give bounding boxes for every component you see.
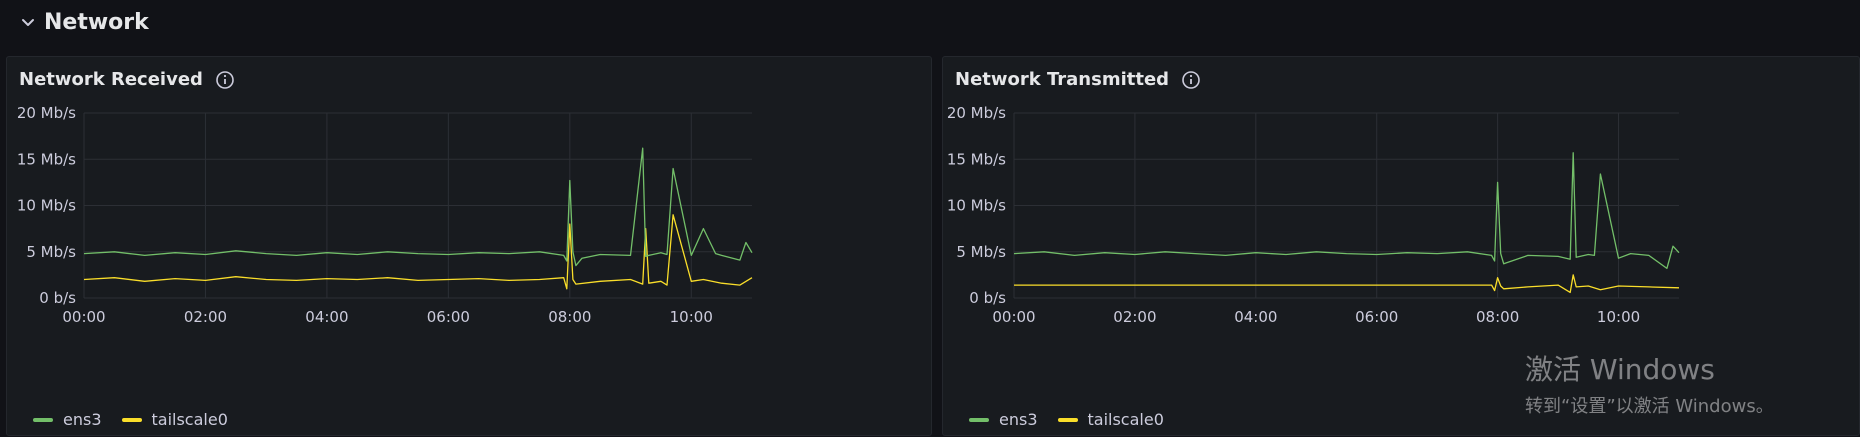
info-icon[interactable]: [215, 70, 235, 90]
legend-item-tailscale0[interactable]: tailscale0: [121, 410, 228, 429]
x-tick-label: 08:00: [1476, 308, 1519, 326]
legend-item-ens3[interactable]: ens3: [969, 410, 1038, 429]
x-tick-label: 04:00: [1234, 308, 1277, 326]
y-tick-label: 10 Mb/s: [17, 197, 76, 215]
watermark-line2: 转到“设置”以激活 Windows。: [1525, 396, 1774, 417]
x-tick-label: 00:00: [62, 308, 105, 326]
legend-swatch: [33, 417, 53, 422]
legend-item-ens3[interactable]: ens3: [33, 410, 102, 429]
x-tick-label: 04:00: [305, 308, 348, 326]
panel-title: Network Transmitted: [955, 69, 1170, 90]
series-line-ens3: [1013, 152, 1680, 270]
legend-item-tailscale0[interactable]: tailscale0: [1057, 410, 1164, 429]
series-line-ens3: [83, 147, 753, 267]
x-tick-label: 00:00: [992, 308, 1035, 326]
y-tick-label: 20 Mb/s: [17, 104, 76, 122]
series-line-tailscale0: [1014, 274, 1680, 294]
watermark-line1: 激活 Windows: [1525, 353, 1715, 386]
chart-network-received: 0 b/s 5 Mb/s 10 Mb/s 15 Mb/s 20 Mb/s 00:00 02:…: [17, 104, 753, 326]
row-title: Network: [44, 9, 149, 35]
y-tick-label: 15 Mb/s: [17, 150, 76, 168]
legend: ens3 tailscale0: [33, 410, 248, 429]
x-tick-label: 02:00: [184, 308, 227, 326]
windows-activation-watermark: 激活 Windows 转到“设置”以激活 Windows。: [1525, 348, 1774, 418]
chevron-down-icon[interactable]: [18, 12, 38, 32]
panel-network-received: 0 b/s 5 Mb/s 10 Mb/s 15 Mb/s 20 Mb/s 00:00 02:…: [6, 56, 932, 436]
legend: ens3 tailscale0: [969, 410, 1184, 429]
x-tick-label: 10:00: [1597, 308, 1640, 326]
y-tick-label: 5 Mb/s: [956, 243, 1006, 261]
row-header-network[interactable]: Network: [0, 0, 1860, 44]
y-tick-label: 20 Mb/s: [947, 104, 1006, 122]
info-icon[interactable]: [1181, 70, 1201, 90]
x-tick-label: 02:00: [1113, 308, 1156, 326]
panel-network-transmitted: 0 b/s 5 Mb/s 10 Mb/s 15 Mb/s 20 Mb/s 00:00 02:…: [942, 56, 1860, 436]
y-tick-label: 0 b/s: [39, 289, 76, 307]
legend-label: tailscale0: [151, 410, 228, 429]
y-tick-label: 5 Mb/s: [26, 243, 76, 261]
x-tick-label: 10:00: [670, 308, 713, 326]
legend-label: ens3: [63, 410, 102, 429]
legend-label: ens3: [999, 410, 1038, 429]
y-tick-label: 15 Mb/s: [947, 150, 1006, 168]
legend-swatch: [1057, 417, 1078, 422]
panel-title: Network Received: [19, 69, 203, 90]
legend-swatch: [969, 417, 989, 422]
y-tick-label: 10 Mb/s: [947, 197, 1006, 215]
legend-label: tailscale0: [1087, 410, 1164, 429]
x-tick-label: 06:00: [1355, 308, 1398, 326]
x-tick-label: 08:00: [548, 308, 591, 326]
series-line-tailscale0: [83, 214, 753, 290]
chart-network-transmitted: 0 b/s 5 Mb/s 10 Mb/s 15 Mb/s 20 Mb/s 00:00 02:…: [947, 104, 1680, 326]
y-tick-label: 0 b/s: [969, 289, 1006, 307]
x-tick-label: 06:00: [427, 308, 470, 326]
legend-swatch: [121, 417, 142, 422]
